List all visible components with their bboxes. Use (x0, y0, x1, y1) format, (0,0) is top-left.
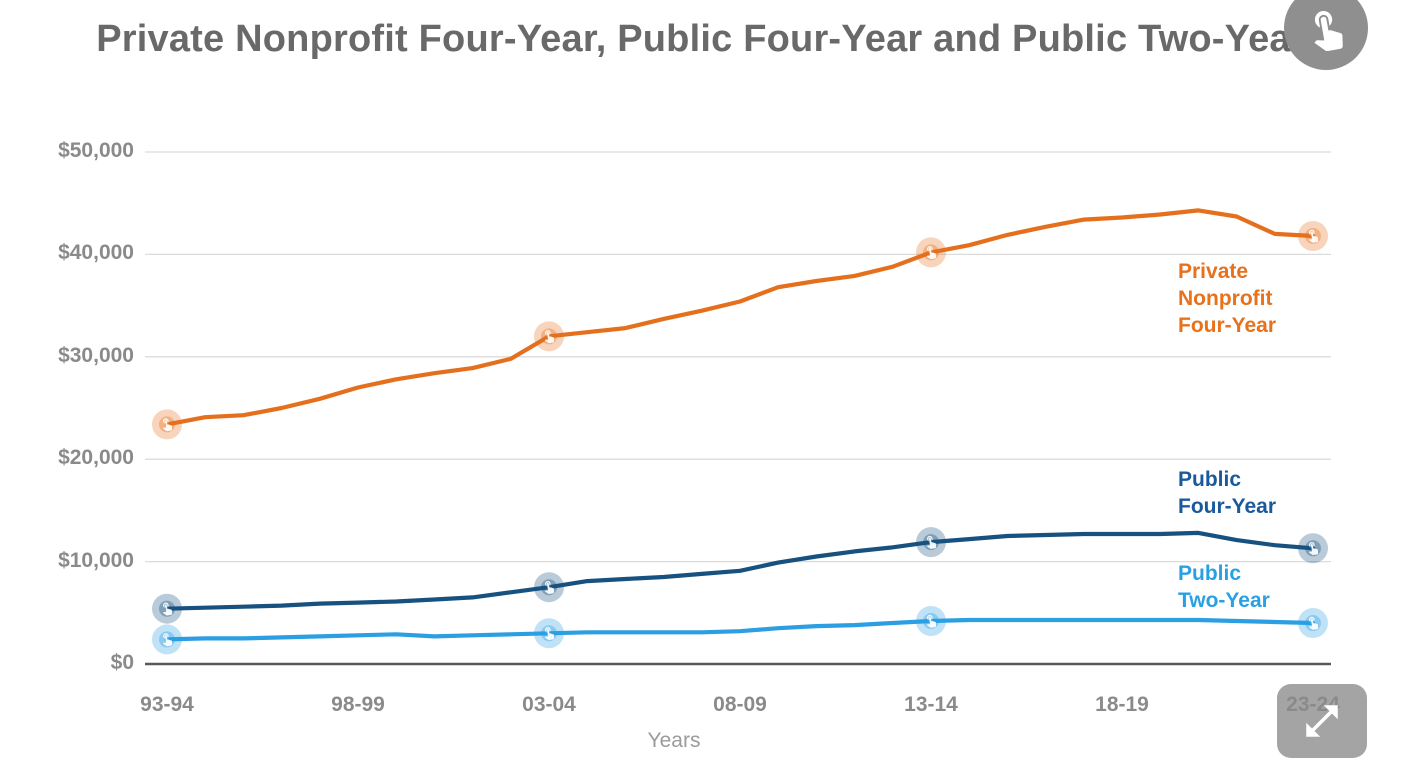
series-line-public-four-year (164, 530, 1316, 611)
tap-click-icon (1308, 616, 1319, 630)
data-point-marker[interactable] (1307, 541, 1319, 556)
series-label-private-nonprofit-four-year: Private Nonprofit Four-Year (1178, 260, 1277, 337)
data-point-marker[interactable] (543, 329, 555, 344)
x-tick-label: 13-14 (904, 693, 958, 716)
y-tick-label: $10,000 (58, 548, 134, 572)
series-label-public-two-year: Public Two-Year (1178, 562, 1270, 612)
y-tick-label: $20,000 (58, 446, 134, 470)
data-point-marker[interactable] (925, 535, 937, 549)
tap-click-icon (1308, 229, 1319, 243)
x-tick-label: 98-99 (331, 693, 385, 716)
series-line-private-nonprofit-four-year (164, 208, 1316, 427)
tap-click-icon (1308, 542, 1319, 556)
y-tick-label: $40,000 (58, 241, 134, 265)
data-point-marker[interactable] (925, 245, 937, 260)
tap-click-icon (926, 614, 937, 628)
series-label-public-four-year: Public Four-Year (1178, 468, 1277, 518)
x-tick-label: 93-94 (140, 693, 194, 716)
tap-click-icon (162, 418, 173, 432)
tap-click-icon (162, 633, 173, 647)
x-axis-title: Years (647, 729, 701, 752)
tap-click-icon (926, 535, 937, 549)
tap-click-button[interactable] (1284, 0, 1368, 70)
y-tick-label: $0 (110, 651, 134, 674)
chart-title: Private Nonprofit Four-Year, Public Four… (96, 18, 1306, 60)
y-tick-label: $50,000 (58, 139, 134, 162)
data-point-marker[interactable] (1307, 229, 1319, 243)
expand-fullscreen-icon (1306, 705, 1338, 737)
data-point-marker[interactable] (161, 602, 173, 616)
data-point-marker[interactable] (161, 417, 173, 432)
data-point-marker[interactable] (543, 626, 555, 641)
tap-click-icon (1314, 11, 1343, 51)
series-line-public-two-year (164, 617, 1316, 642)
y-tick-label: $30,000 (58, 343, 134, 367)
x-tick-label: 03-04 (522, 693, 576, 716)
tap-click-icon (926, 246, 937, 260)
tap-click-icon (544, 581, 555, 594)
data-point-marker[interactable] (925, 614, 937, 628)
data-point-marker[interactable] (543, 580, 555, 594)
tap-click-icon (162, 602, 173, 616)
expand-button[interactable] (1277, 684, 1367, 758)
data-point-marker[interactable] (161, 632, 173, 647)
data-point-marker[interactable] (1307, 616, 1319, 630)
tap-click-icon (544, 330, 555, 344)
tap-click-icon (544, 627, 555, 641)
x-tick-label: 18-19 (1095, 693, 1149, 716)
x-tick-label: 08-09 (713, 693, 767, 716)
